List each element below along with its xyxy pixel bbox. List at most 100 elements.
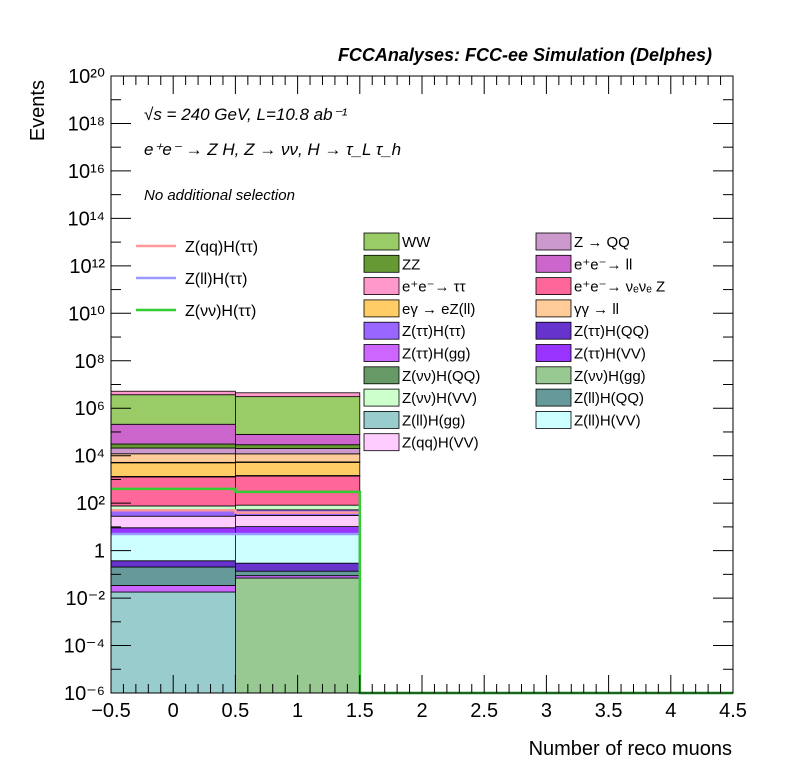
legend-box-legend_backgrounds_col1-0 bbox=[363, 232, 400, 251]
bar-segment-4-bin-1 bbox=[234, 562, 361, 572]
legend-label-legend_backgrounds_col1-5: Z(ττ)H(gg) bbox=[402, 346, 471, 363]
x-tick-label-10: 4.5 bbox=[719, 700, 747, 722]
bar-segment-15-bin-0 bbox=[110, 447, 236, 455]
legend-label-legend_backgrounds_col2-8: Z(ll)H(VV) bbox=[574, 412, 641, 429]
legend-label-legend_backgrounds_col1-1: ZZ bbox=[402, 256, 420, 273]
y-tick-label-7: 10⁸ bbox=[74, 351, 105, 373]
bar-segment-14-bin-1 bbox=[234, 453, 361, 463]
x-tick-label-3: 1 bbox=[292, 700, 303, 722]
legend-box-legend_backgrounds_col1-8 bbox=[363, 410, 400, 429]
bar-segment-6-bin-1 bbox=[234, 526, 361, 534]
legend-label-legend_backgrounds_col1-4: Z(ττ)H(ττ) bbox=[402, 323, 466, 340]
legend-box-legend_backgrounds_col1-9 bbox=[363, 433, 400, 452]
legend-box-legend_backgrounds_col1-4 bbox=[363, 321, 400, 340]
bar-segment-16-bin-0 bbox=[110, 443, 236, 449]
chart-header-title: FCCAnalyses: FCC-ee Simulation (Delphes) bbox=[338, 45, 712, 65]
legend-box-legend_backgrounds_col1-3 bbox=[363, 299, 400, 318]
legend-label-legend_backgrounds_col1-2: e⁺e⁻→ ττ bbox=[402, 279, 466, 296]
x-tick-label-7: 3 bbox=[541, 700, 552, 722]
x-tick-label-4: 1.5 bbox=[346, 700, 374, 722]
legend-label-legend_backgrounds_col2-7: Z(ll)H(QQ) bbox=[574, 390, 644, 407]
bar-segment-12-bin-1 bbox=[234, 461, 361, 476]
legend-label-legend_backgrounds_col2-0: Z → QQ bbox=[574, 234, 630, 251]
y-tick-label-11: 10¹⁶ bbox=[68, 161, 105, 183]
y-tick-label-10: 10¹⁴ bbox=[68, 208, 106, 230]
legend-signal-label-0: Z(qq)H(ττ) bbox=[185, 239, 258, 256]
bar-segment-12-bin-0 bbox=[110, 462, 236, 477]
legend-box-legend_backgrounds_col2-3 bbox=[535, 299, 572, 318]
x-axis-label: Number of reco muons bbox=[529, 738, 732, 760]
bar-segment-10-bin-0 bbox=[110, 476, 236, 507]
legend-label-legend_backgrounds_col1-7: Z(νν)H(VV) bbox=[402, 390, 477, 407]
bar-segment-14-bin-0 bbox=[110, 453, 236, 463]
legend-label-legend_backgrounds_col2-6: Z(νν)H(gg) bbox=[574, 368, 646, 385]
legend-label-legend_backgrounds_col1-6: Z(νν)H(QQ) bbox=[402, 368, 480, 385]
axis-ticks: −0.5 0 0.5 1 1.5 2 2.5 3 3.5 4 4.5 10⁻⁶ 10⁻⁴ 10⁻² 1 10²… bbox=[64, 66, 747, 722]
legend-signal-label-1: Z(ll)H(ττ) bbox=[185, 271, 247, 288]
x-tick-label-0: −0.5 bbox=[91, 700, 130, 722]
legend-label-legend_backgrounds_col2-3: γγ → ll bbox=[574, 301, 619, 318]
bar-segment-17-bin-1 bbox=[234, 433, 361, 446]
x-tick-label-9: 4 bbox=[665, 700, 676, 722]
legend-box-legend_backgrounds_col1-1 bbox=[363, 254, 400, 273]
x-tick-label-6: 2.5 bbox=[470, 700, 498, 722]
energy-annotation: √s = 240 GeV, L=10.8 ab⁻¹ bbox=[144, 105, 348, 124]
legend-box-legend_backgrounds_col1-5 bbox=[363, 344, 400, 362]
legend-box-legend_backgrounds_col1-6 bbox=[363, 366, 400, 385]
bar-segment-15-bin-1 bbox=[234, 448, 361, 455]
y-tick-label-3: 1 bbox=[94, 541, 105, 563]
process-annotation: e⁺e⁻ → Z H, Z → νν, H → τ_L τ_h bbox=[144, 140, 401, 159]
legend-label-legend_backgrounds_col1-9: Z(qq)H(VV) bbox=[402, 435, 479, 452]
bar-segment-5-bin-0 bbox=[110, 533, 236, 562]
legend-label-legend_backgrounds_col2-4: Z(ττ)H(QQ) bbox=[574, 323, 649, 340]
y-tick-label-9: 10¹² bbox=[69, 256, 105, 278]
y-tick-label-4: 10² bbox=[76, 493, 105, 515]
legend-label-legend_backgrounds_col1-0: WW bbox=[402, 234, 431, 251]
y-tick-label-8: 10¹⁰ bbox=[68, 303, 105, 325]
y-tick-label-5: 10⁴ bbox=[74, 446, 105, 468]
y-tick-label-2: 10⁻² bbox=[66, 588, 106, 610]
legend-label-legend_backgrounds_col2-5: Z(ττ)H(VV) bbox=[574, 346, 646, 363]
legend: Z(qq)H(ττ) Z(ll)H(ττ) Z(νν)H(ττ) WW ZZ e⁺e⁻→ … bbox=[136, 232, 665, 452]
legend-label-legend_backgrounds_col2-1: e⁺e⁻→ ll bbox=[574, 256, 632, 273]
bar-segment-7-bin-0 bbox=[110, 515, 236, 529]
y-tick-label-0: 10⁻⁶ bbox=[64, 683, 105, 705]
bar-segment-9-bin-1 bbox=[234, 504, 361, 511]
bar-segment-16-bin-1 bbox=[234, 444, 361, 449]
y-tick-label-13: 10²⁰ bbox=[68, 66, 105, 88]
y-axis-label: Events bbox=[27, 80, 49, 141]
x-tick-label-1: 0 bbox=[168, 700, 179, 722]
bar-segment-3-bin-1 bbox=[234, 570, 361, 577]
legend-box-legend_backgrounds_col2-0 bbox=[535, 232, 572, 251]
bar-segment-17-bin-0 bbox=[110, 423, 236, 445]
x-tick-label-8: 3.5 bbox=[595, 700, 623, 722]
legend-box-legend_backgrounds_col1-7 bbox=[363, 388, 400, 407]
bar-segment-4-bin-0 bbox=[110, 560, 236, 568]
y-tick-label-6: 10⁶ bbox=[75, 398, 105, 420]
legend-box-legend_backgrounds_col2-5 bbox=[535, 344, 572, 362]
selection-annotation: No additional selection bbox=[144, 187, 295, 204]
x-tick-label-5: 2 bbox=[416, 700, 427, 722]
legend-signal-label-2: Z(νν)H(ττ) bbox=[185, 303, 256, 320]
legend-box-legend_backgrounds_col2-7 bbox=[535, 388, 572, 407]
bar-segment-5-bin-1 bbox=[234, 533, 361, 564]
annotations: √s = 240 GeV, L=10.8 ab⁻¹ e⁺e⁻ → Z H, Z … bbox=[144, 105, 401, 204]
legend-label-legend_backgrounds_col1-3: eγ → eZ(ll) bbox=[402, 301, 475, 318]
bar-segment-18-bin-0 bbox=[110, 394, 236, 425]
legend-box-legend_backgrounds_col1-2 bbox=[363, 277, 400, 296]
legend-box-legend_backgrounds_col2-8 bbox=[535, 410, 572, 429]
legend-box-legend_backgrounds_col2-2 bbox=[535, 277, 572, 296]
bar-segment-7-bin-1 bbox=[234, 515, 361, 527]
legend-box-legend_backgrounds_col2-6 bbox=[535, 366, 572, 385]
legend-box-legend_backgrounds_col2-4 bbox=[535, 321, 572, 340]
legend-label-legend_backgrounds_col2-2: e⁺e⁻→ νₑνₑ Z bbox=[574, 279, 665, 296]
bar-segment-18-bin-1 bbox=[234, 396, 361, 435]
legend-box-legend_backgrounds_col2-1 bbox=[535, 254, 572, 273]
bar-segment-2-bin-0 bbox=[110, 585, 236, 593]
y-tick-label-1: 10⁻⁴ bbox=[64, 636, 105, 658]
bar-segment-19-bin-1 bbox=[234, 392, 361, 398]
x-tick-label-2: 0.5 bbox=[221, 700, 249, 722]
bar-segment-19-bin-0 bbox=[110, 390, 236, 396]
legend-label-legend_backgrounds_col1-8: Z(ll)H(gg) bbox=[402, 412, 465, 429]
